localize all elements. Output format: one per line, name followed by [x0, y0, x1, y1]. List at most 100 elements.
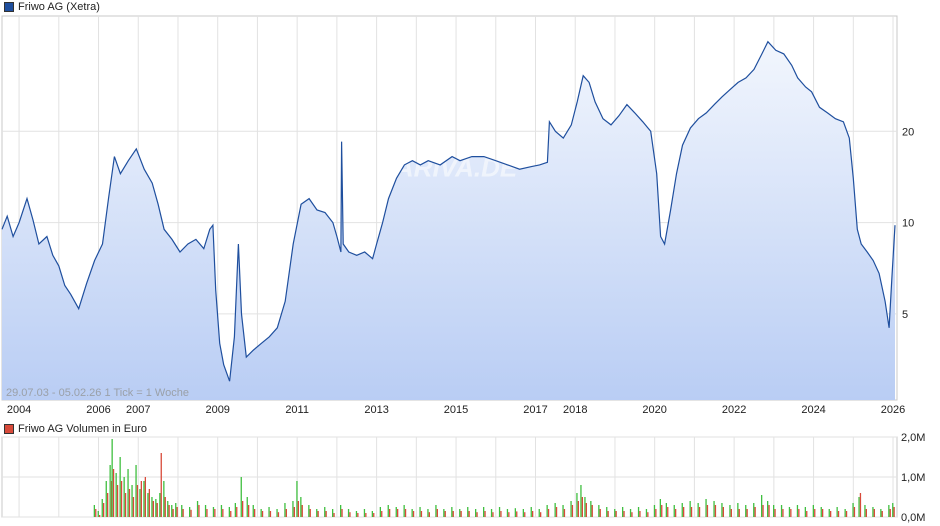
volume-bar-up: [562, 505, 564, 517]
volume-bar-up: [820, 507, 822, 517]
volume-bar-up: [324, 507, 326, 517]
price-x-tick-label: 2024: [801, 404, 825, 416]
volume-bar-down: [357, 513, 359, 517]
volume-bar-down: [452, 511, 454, 517]
price-y-tick-label: 10: [902, 218, 914, 230]
volume-bar-up: [443, 509, 445, 517]
volume-bar-down: [373, 513, 375, 517]
volume-bar-up: [427, 509, 429, 517]
volume-bar-up: [111, 439, 113, 517]
volume-bar-up: [659, 499, 661, 517]
volume-bar-up: [836, 507, 838, 517]
volume-bar-down: [655, 509, 657, 517]
volume-bar-up: [300, 497, 302, 517]
volume-bar-up: [697, 503, 699, 517]
volume-bar-up: [606, 507, 608, 517]
volume-bar-down: [555, 507, 558, 517]
volume-bar-up: [598, 505, 600, 517]
volume-y-tick-label: 2,0M: [901, 432, 925, 444]
volume-bar-down: [428, 512, 430, 517]
volume-bar-down: [389, 509, 391, 517]
volume-bar-up: [171, 505, 173, 517]
volume-bar-down: [675, 509, 677, 517]
price-x-tick-label: 2009: [205, 404, 229, 416]
volume-bar-up: [246, 497, 248, 517]
volume-bar-up: [135, 465, 137, 517]
volume-bar-down: [412, 511, 415, 517]
volume-bar-up: [483, 507, 485, 517]
volume-y-tick-label: 0,0M: [901, 512, 925, 524]
volume-bar-down: [236, 507, 238, 517]
volume-bar-up: [175, 503, 177, 517]
volume-bar-down: [683, 507, 685, 517]
volume-bar-down: [865, 509, 867, 517]
volume-bar-up: [576, 493, 578, 517]
price-x-tick-label: 2022: [722, 404, 746, 416]
volume-bar-up: [773, 505, 775, 517]
volume-legend: Friwo AG Volumen in Euro: [4, 423, 147, 435]
volume-bar-up: [379, 507, 381, 517]
volume-bar-down: [160, 453, 162, 517]
volume-bar-down: [460, 511, 462, 517]
volume-bar-up: [101, 499, 103, 517]
volume-bar-down: [762, 505, 764, 517]
volume-bar-down: [128, 489, 131, 517]
price-x-tick-label: 2020: [642, 404, 666, 416]
price-legend: Friwo AG (Xetra): [4, 1, 100, 13]
volume-bar-up: [622, 507, 624, 517]
price-x-tick-label: 2007: [126, 404, 150, 416]
volume-bar-down: [540, 512, 542, 517]
volume-bar-up: [498, 507, 501, 517]
volume-bar-down: [172, 509, 174, 517]
volume-bar-up: [131, 485, 133, 517]
volume-bar-down: [116, 485, 119, 517]
volume-bar-up: [93, 505, 95, 517]
volume-bar-up: [858, 497, 860, 517]
volume-bar-down: [404, 509, 407, 517]
volume-bar-down: [837, 511, 840, 517]
volume-legend-swatch: [4, 424, 14, 434]
volume-bar-up: [292, 501, 294, 517]
volume-bar-down: [112, 469, 115, 517]
volume-bar-up: [864, 505, 866, 517]
volume-bar-up: [268, 507, 270, 517]
volume-bar-up: [260, 509, 262, 517]
volume-bar-up: [252, 505, 254, 517]
volume-bar-down: [269, 511, 272, 517]
volume-bar-down: [420, 511, 423, 517]
volume-bar-down: [845, 511, 848, 517]
volume-bar-down: [859, 493, 862, 517]
volume-bar-down: [230, 511, 232, 517]
volume-bar-down: [571, 505, 574, 517]
volume-bar-down: [547, 509, 550, 517]
price-x-tick-label: 2006: [86, 404, 110, 416]
volume-bar-up: [546, 505, 548, 517]
volume-bar-up: [189, 507, 191, 517]
volume-bar-down: [746, 509, 748, 517]
volume-bar-up: [506, 509, 509, 517]
volume-bar-down: [631, 512, 633, 517]
volume-bar-down: [293, 507, 295, 517]
volume-bar-down: [468, 511, 470, 517]
volume-bar-down: [599, 509, 601, 517]
volume-bar-down: [198, 505, 200, 517]
volume-bar-down: [164, 497, 166, 517]
volume-bar-up: [892, 503, 894, 517]
volume-bar-down: [341, 509, 343, 517]
volume-bar-up: [872, 507, 874, 517]
volume-y-tick-label: 1,0M: [901, 472, 925, 484]
volume-bar-down: [591, 505, 593, 517]
volume-bar-down: [873, 509, 875, 517]
volume-bar-down: [754, 507, 756, 517]
volume-bar-down: [168, 505, 170, 517]
volume-bar-up: [97, 511, 99, 517]
volume-bar-up: [196, 501, 199, 517]
price-x-tick-label: 2011: [285, 404, 309, 416]
volume-bar-up: [347, 509, 350, 517]
volume-bar-up: [276, 509, 278, 517]
volume-bar-up: [234, 503, 236, 517]
volume-bar-down: [577, 501, 579, 517]
volume-bar-up: [852, 503, 854, 517]
volume-bar-down: [768, 505, 770, 517]
volume-bar-up: [828, 509, 830, 517]
